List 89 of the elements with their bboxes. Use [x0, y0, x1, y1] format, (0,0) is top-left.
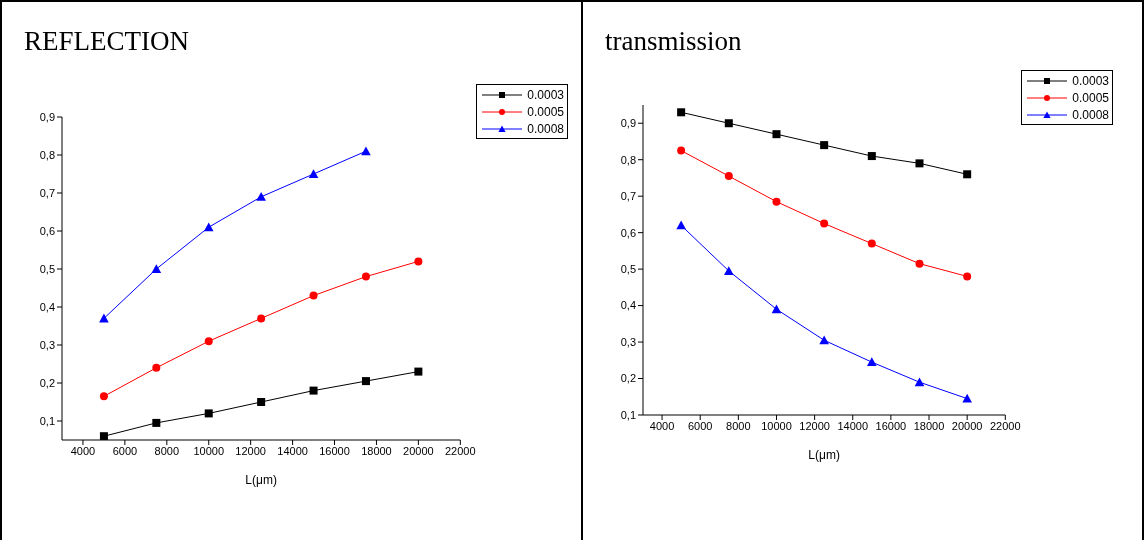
point — [676, 220, 686, 230]
x-tick-label: 22000 — [990, 419, 1021, 432]
point — [867, 152, 876, 161]
point — [151, 264, 162, 273]
x-tick-label: 8000 — [154, 444, 180, 457]
chart-title: REFLECTION — [24, 26, 189, 57]
y-tick-label: 0,1 — [39, 414, 55, 427]
legend-label: 0.0008 — [527, 121, 564, 136]
y-tick-label: 0,1 — [620, 408, 636, 421]
y-tick-label: 0,4 — [39, 300, 55, 313]
y-tick-label: 0,6 — [620, 226, 636, 239]
point — [771, 304, 782, 314]
point — [361, 272, 370, 281]
legend-label: 0.0005 — [527, 104, 564, 119]
x-tick-label: 10000 — [761, 419, 792, 432]
y-tick-label: 0,6 — [39, 224, 55, 237]
point — [867, 357, 877, 367]
y-tick-label: 0,7 — [620, 190, 636, 203]
point — [915, 159, 924, 168]
y-tick-label: 0,2 — [620, 372, 636, 385]
point — [152, 363, 161, 372]
x-tick-label: 6000 — [687, 419, 713, 432]
point — [99, 392, 108, 401]
point — [99, 313, 109, 323]
y-tick-label: 0,8 — [39, 148, 55, 161]
point — [257, 314, 266, 323]
point — [772, 197, 781, 206]
point — [677, 146, 686, 155]
legend-label: 0.0008 — [1072, 107, 1109, 122]
point — [204, 409, 213, 418]
x-tick-label: 12000 — [799, 419, 830, 432]
x-tick-label: 18000 — [913, 419, 945, 432]
point — [867, 239, 876, 248]
x-tick-label: 4000 — [70, 444, 96, 457]
point — [772, 130, 781, 139]
x-tick-label: 20000 — [403, 444, 434, 457]
x-tick-label: 22000 — [445, 444, 476, 457]
point — [204, 337, 213, 346]
point — [309, 386, 318, 395]
point — [962, 393, 972, 403]
legend-label: 0.0005 — [1072, 90, 1109, 105]
point — [819, 335, 829, 345]
x-tick-label: 16000 — [875, 419, 907, 432]
x-tick-label: 14000 — [837, 419, 869, 432]
y-tick-label: 0,5 — [39, 262, 55, 275]
point — [820, 141, 829, 150]
chart-title: transmission — [605, 26, 742, 57]
point — [414, 367, 423, 376]
point — [361, 146, 371, 156]
point — [309, 291, 318, 300]
point — [963, 170, 972, 179]
point — [724, 119, 733, 128]
x-tick-label: 4000 — [649, 419, 675, 432]
y-tick-label: 0,5 — [620, 263, 636, 276]
point — [203, 222, 214, 232]
x-tick-label: 18000 — [361, 444, 392, 457]
y-tick-label: 0,8 — [620, 153, 636, 166]
point — [724, 172, 733, 181]
y-tick-label: 0,7 — [39, 186, 55, 199]
point — [99, 432, 108, 440]
point — [256, 192, 266, 201]
point — [361, 377, 370, 386]
y-tick-label: 0,4 — [620, 299, 636, 312]
y-tick-label: 0,9 — [620, 117, 636, 130]
x-tick-label: 10000 — [193, 444, 225, 457]
point — [414, 257, 423, 266]
x-axis-title: L(μm) — [245, 473, 277, 487]
point — [914, 377, 925, 387]
point — [915, 259, 924, 268]
y-tick-label: 0,2 — [39, 376, 55, 389]
x-tick-label: 6000 — [112, 444, 138, 457]
point — [677, 108, 686, 117]
point — [152, 418, 161, 427]
point — [257, 398, 266, 406]
point — [963, 272, 972, 281]
x-tick-label: 20000 — [951, 419, 983, 432]
point — [820, 219, 829, 228]
x-axis-title: L(μm) — [808, 448, 840, 462]
y-tick-label: 0,3 — [620, 335, 636, 348]
x-tick-label: 14000 — [277, 444, 308, 457]
point — [724, 266, 734, 275]
x-tick-label: 12000 — [235, 444, 266, 457]
y-tick-label: 0,9 — [39, 110, 55, 123]
x-tick-label: 8000 — [726, 419, 751, 432]
x-tick-label: 16000 — [319, 444, 350, 457]
legend-label: 0.0003 — [527, 87, 564, 102]
legend-label: 0.0003 — [1072, 73, 1109, 88]
y-tick-label: 0,3 — [39, 338, 55, 351]
point — [308, 169, 319, 178]
